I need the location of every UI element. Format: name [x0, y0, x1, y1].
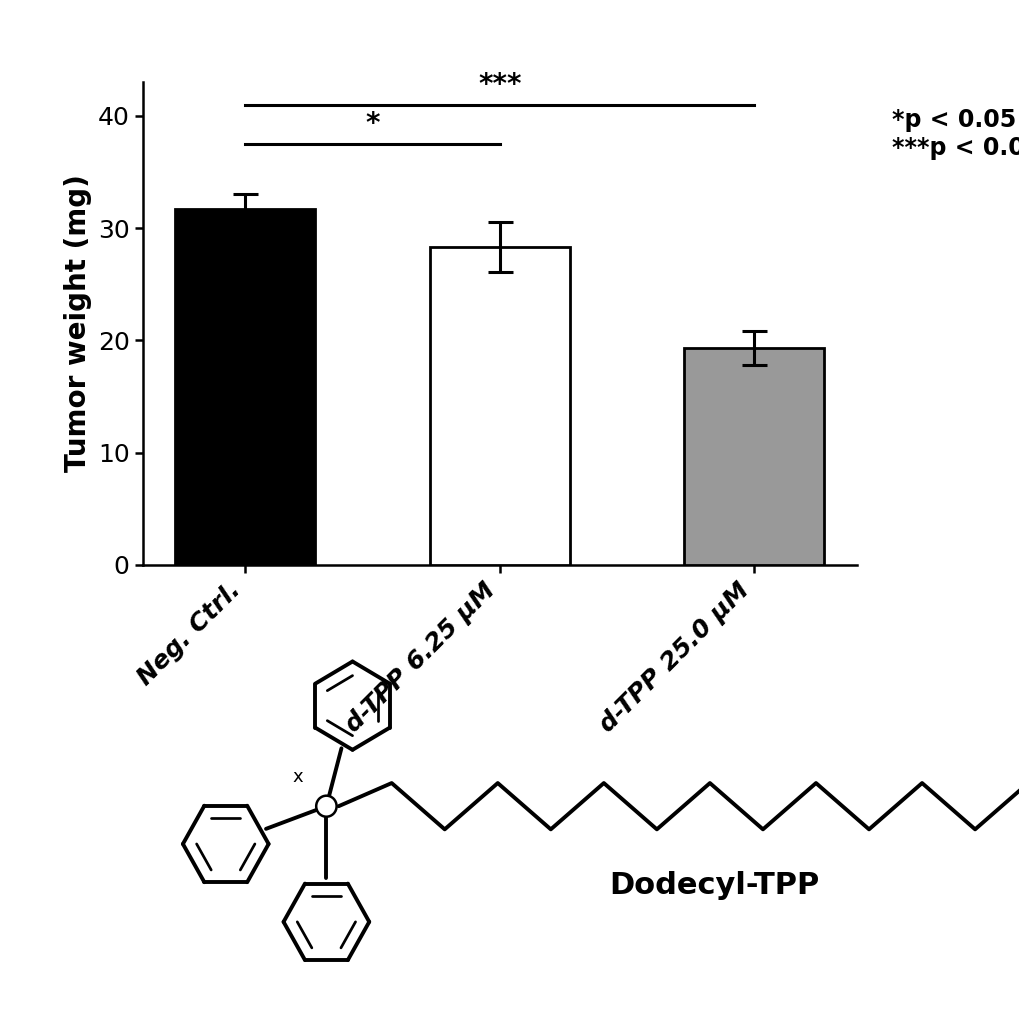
Bar: [429, 248, 570, 565]
Bar: [175, 210, 315, 565]
Text: x: x: [292, 768, 303, 786]
Y-axis label: Tumor weight (mg): Tumor weight (mg): [64, 175, 92, 472]
Circle shape: [316, 796, 336, 816]
Text: ***: ***: [478, 71, 521, 99]
Bar: [684, 348, 823, 565]
Text: *p < 0.05
***p < 0.001: *p < 0.05 ***p < 0.001: [892, 108, 1019, 159]
Text: Dodecyl-TPP: Dodecyl-TPP: [608, 871, 818, 900]
Text: *: *: [365, 110, 379, 139]
